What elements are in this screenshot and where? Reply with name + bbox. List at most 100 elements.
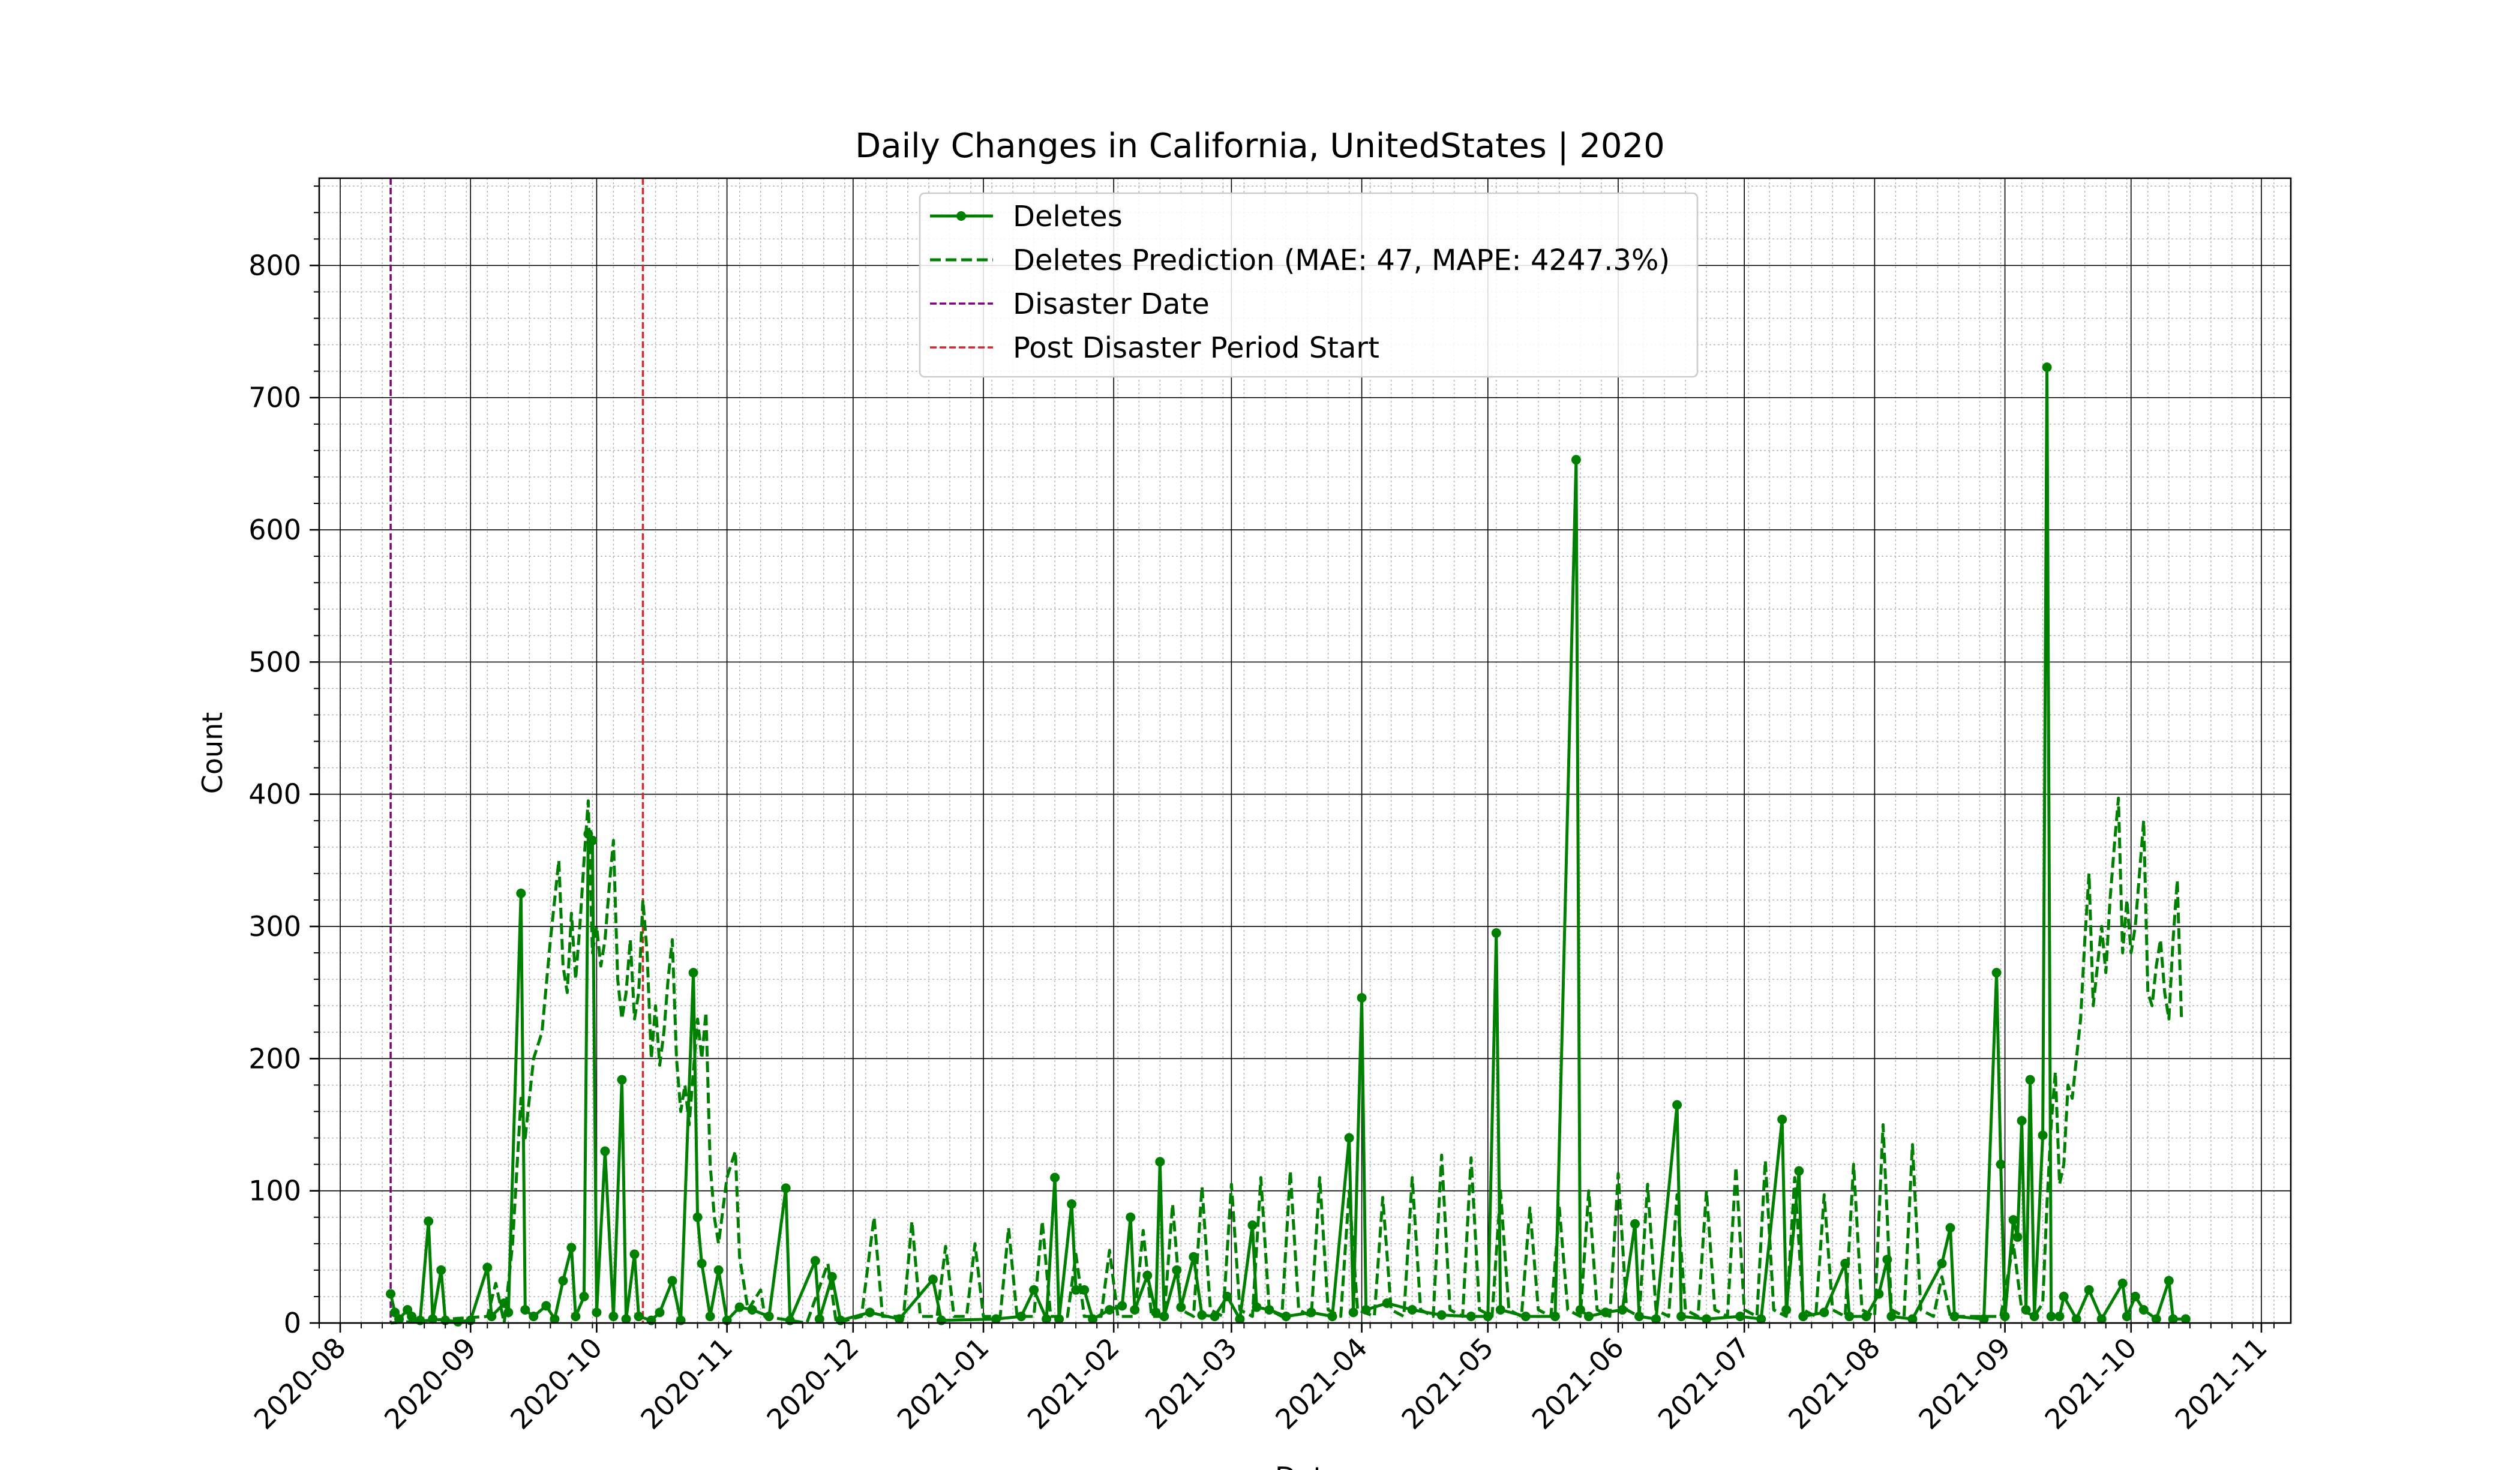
deletes-point: [1861, 1312, 1871, 1321]
legend: Deletes Deletes Prediction (MAE: 47, MAP…: [919, 192, 1699, 378]
legend-label-post-disaster: Post Disaster Period Start: [1013, 331, 1379, 365]
deletes-point: [1495, 1305, 1505, 1315]
deletes-point: [1945, 1223, 1955, 1233]
deletes-point: [2180, 1314, 2191, 1324]
deletes-point: [407, 1312, 417, 1321]
deletes-point: [2059, 1291, 2069, 1301]
deletes-point: [2130, 1291, 2140, 1301]
deletes-point: [1907, 1314, 1918, 1324]
deletes-point: [592, 1307, 602, 1318]
deletes-point: [814, 1314, 824, 1324]
deletes-point: [1054, 1314, 1064, 1324]
deletes-point: [629, 1249, 640, 1259]
deletes-point: [1105, 1305, 1115, 1315]
deletes-point: [1361, 1305, 1371, 1315]
deletes-point: [2054, 1312, 2065, 1321]
deletes-point: [2138, 1305, 2149, 1315]
deletes-point: [1130, 1305, 1140, 1315]
deletes-point: [747, 1305, 757, 1315]
deletes-point: [2164, 1276, 2174, 1286]
deletes-point: [1235, 1314, 1245, 1324]
deletes-point: [1575, 1305, 1585, 1315]
deletes-point: [1079, 1285, 1090, 1295]
deletes-point: [781, 1183, 791, 1193]
deletes-point: [1844, 1312, 1855, 1321]
deletes-point: [865, 1307, 875, 1318]
deletes-point: [520, 1305, 530, 1315]
deletes-point: [1630, 1219, 1640, 1229]
chart-title: Daily Changes in California, UnitedState…: [855, 127, 1665, 166]
deletes-point: [1117, 1301, 1127, 1311]
deletes-point: [436, 1265, 446, 1275]
deletes-point: [1264, 1305, 1274, 1315]
deletes-point: [428, 1314, 438, 1324]
series-layer: [386, 362, 2191, 1327]
deletes-point: [499, 1298, 509, 1308]
deletes-point: [713, 1265, 724, 1275]
deletes-point: [1991, 968, 2002, 978]
deletes-point: [2122, 1312, 2132, 1321]
deletes-point: [587, 835, 598, 845]
deletes-point: [1735, 1312, 1745, 1321]
deletes-point: [1306, 1307, 1316, 1318]
deletes-point: [2096, 1314, 2107, 1324]
deletes-point: [1189, 1252, 1199, 1262]
deletes-point: [608, 1312, 619, 1321]
deletes-point: [482, 1262, 493, 1273]
y-tick-label: 500: [248, 646, 301, 678]
deletes-point: [1937, 1258, 1947, 1268]
deletes-point: [688, 968, 698, 978]
deletes-point: [1172, 1265, 1182, 1275]
y-tick-label: 100: [248, 1175, 301, 1207]
deletes-point: [2151, 1314, 2161, 1324]
plot-frame: [318, 177, 2292, 1324]
deletes-point: [1348, 1307, 1358, 1318]
deletes-point: [1344, 1133, 1354, 1143]
deletes-point: [1798, 1312, 1808, 1321]
deletes-point: [2084, 1285, 2094, 1295]
deletes-point: [1979, 1314, 1989, 1324]
deletes-point: [1676, 1312, 1687, 1321]
deletes-point: [1781, 1305, 1792, 1315]
x-axis-label: Date: [1275, 1461, 1341, 1470]
deletes-point: [566, 1243, 577, 1253]
deletes-point: [1159, 1312, 1169, 1321]
deletes-point: [928, 1274, 938, 1285]
deletes-point: [1176, 1302, 1186, 1312]
deletes-point: [579, 1291, 589, 1301]
deletes-point: [2168, 1314, 2178, 1324]
deletes-point: [1634, 1312, 1644, 1321]
deletes-point: [541, 1301, 551, 1311]
deletes-point: [600, 1146, 610, 1156]
deletes-point: [827, 1271, 837, 1282]
y-axis-label: Count: [196, 712, 229, 794]
deletes-point: [1466, 1312, 1476, 1321]
deletes-point: [1571, 455, 1581, 465]
deletes-point: [2025, 1075, 2035, 1085]
deletes-point: [1651, 1314, 1661, 1324]
deletes-point: [1756, 1314, 1766, 1324]
deletes-point: [571, 1312, 581, 1321]
deletes-point: [394, 1314, 404, 1324]
deletes-point: [1042, 1314, 1052, 1324]
deletes-point: [1197, 1310, 1207, 1320]
deletes-point: [2117, 1278, 2128, 1288]
deletes-point: [1155, 1157, 1165, 1167]
deletes-point: [1088, 1314, 1098, 1324]
deletes-point: [655, 1307, 665, 1318]
deletes-point: [503, 1307, 514, 1318]
deletes-point: [1550, 1312, 1560, 1321]
deletes-point: [1672, 1100, 1682, 1110]
deletes-point: [1327, 1312, 1337, 1321]
deletes-point: [2029, 1312, 2039, 1321]
y-tick-labels: 0 100 200 300 400 500 600 700 800: [248, 249, 301, 1339]
deletes-point: [1996, 1159, 2006, 1169]
legend-label-prediction: Deletes Prediction (MAE: 47, MAPE: 4247.…: [1013, 244, 1670, 277]
deletes-point: [1252, 1302, 1262, 1312]
axis-ticks: [310, 185, 2275, 1333]
deletes-point: [1882, 1255, 1892, 1265]
deletes-point: [617, 1075, 627, 1085]
y-tick-label: 600: [248, 514, 301, 546]
deletes-point: [1050, 1172, 1060, 1183]
deletes-point: [1583, 1312, 1594, 1321]
